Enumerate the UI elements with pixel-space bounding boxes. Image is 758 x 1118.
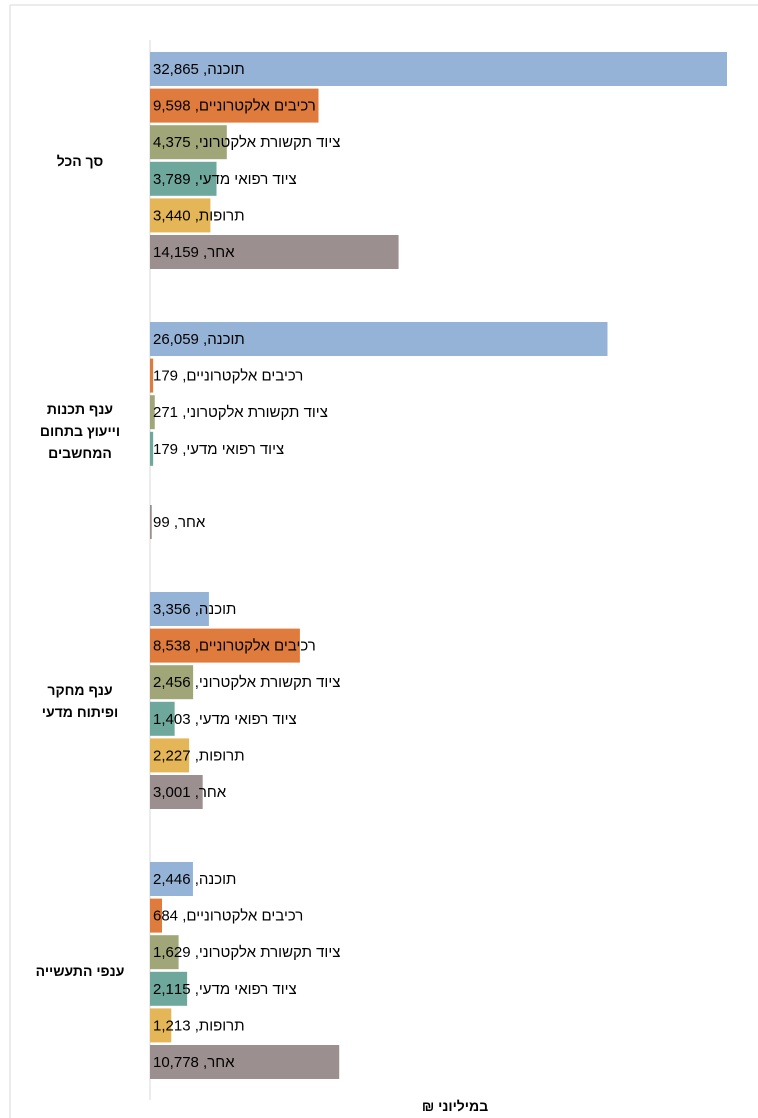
category-label: ענף מחקר ופיתוח מדעי <box>41 681 119 720</box>
data-label: אחר, 3,001 <box>153 784 227 801</box>
data-label: תרופות, 3,440 <box>153 207 245 224</box>
bar <box>150 1008 172 1043</box>
data-label: ציוד רפואי מדעי, 179 <box>153 441 284 458</box>
data-label: תוכנה, 2,446 <box>153 871 236 888</box>
bar <box>150 431 154 466</box>
data-label: ציוד רפואי מדעי, 1,403 <box>153 711 297 728</box>
bar <box>150 88 319 123</box>
data-label: ציוד רפואי מדעי, 2,115 <box>153 981 297 998</box>
bar <box>150 971 188 1006</box>
category-label: סך הכל <box>56 152 104 169</box>
data-label: תרופות, 2,227 <box>153 747 245 764</box>
bar <box>150 395 155 430</box>
axis-title: במיליוני ₪ <box>421 1098 489 1114</box>
data-label: רכיבים אלקטרוניים, 9,598 <box>153 98 316 115</box>
bar <box>150 862 193 896</box>
bar <box>150 125 227 160</box>
bar <box>150 701 175 736</box>
bar <box>150 775 203 809</box>
bar <box>150 322 608 356</box>
data-label: ציוד תקשורת אלקטרוני, 271 <box>153 404 328 421</box>
bar <box>150 358 154 393</box>
data-label: תוכנה, 26,059 <box>153 331 245 348</box>
bar <box>150 161 217 196</box>
data-label: ציוד תקשורת אלקטרוני, 2,456 <box>153 674 340 691</box>
data-label: תרופות, 1,213 <box>153 1017 245 1034</box>
bar <box>150 52 727 86</box>
bar <box>150 935 179 970</box>
bar <box>150 628 300 663</box>
data-label: תוכנה, 3,356 <box>153 601 236 618</box>
bar <box>150 1045 340 1079</box>
bar <box>150 235 399 269</box>
bar <box>150 592 209 626</box>
data-label: רכיבים אלקטרוניים, 8,538 <box>153 638 316 655</box>
bar <box>150 665 194 700</box>
category-label: ענפי התעשייה <box>35 962 125 979</box>
bar <box>150 738 190 773</box>
category-label: ענף תכנות וייעוץ בתחום המחשבים <box>39 400 121 461</box>
data-label: ציוד תקשורת אלקטרוני, 1,629 <box>153 944 340 961</box>
bar <box>150 198 211 233</box>
data-label: אחר, 14,159 <box>153 244 235 261</box>
data-label: אחר, 99 <box>153 514 206 531</box>
data-label: רכיבים אלקטרוניים, 179 <box>153 368 303 385</box>
bar <box>150 898 163 933</box>
data-label: ציוד רפואי מדעי, 3,789 <box>153 171 297 188</box>
bar <box>150 505 152 539</box>
data-label: אחר, 10,778 <box>153 1054 235 1071</box>
data-label: ציוד תקשורת אלקטרוני, 4,375 <box>153 134 340 151</box>
data-label: רכיבים אלקטרוניים, 684 <box>153 908 303 925</box>
data-label: תוכנה, 32,865 <box>153 61 245 78</box>
